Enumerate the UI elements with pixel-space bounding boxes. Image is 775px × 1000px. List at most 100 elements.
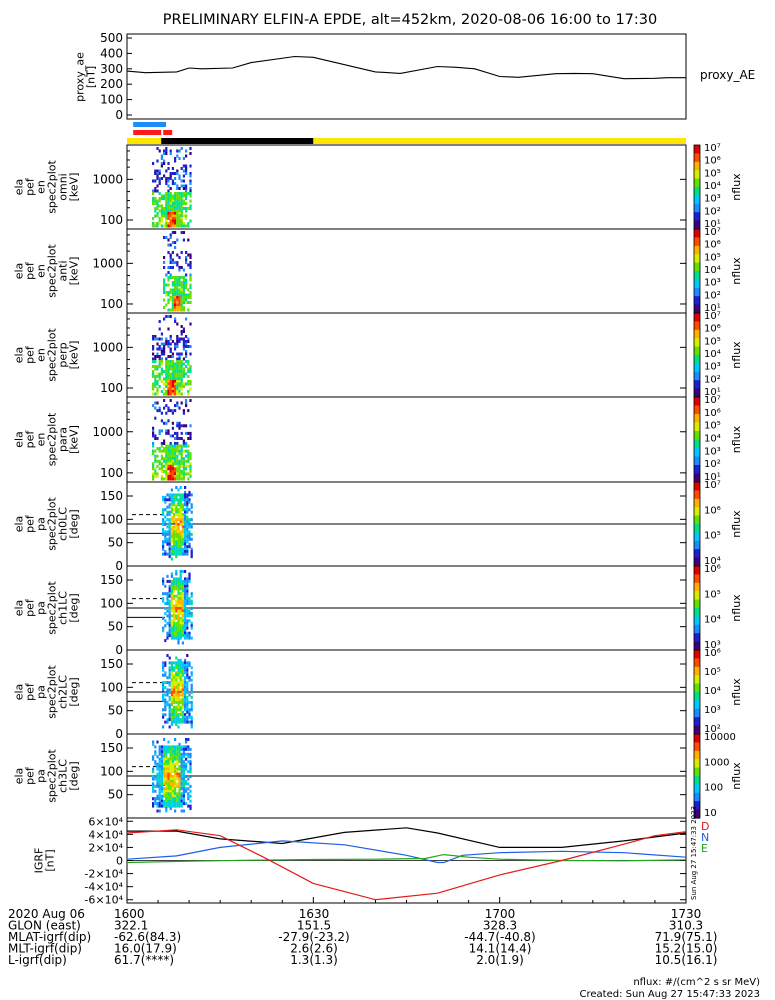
spectrogram-pixel xyxy=(163,392,166,396)
spectrogram-pixel xyxy=(174,792,177,796)
spectrogram-pixel xyxy=(168,535,171,539)
spectrogram-pixel xyxy=(180,447,183,451)
spectrogram-pixel xyxy=(175,624,178,628)
spectrogram-pixel xyxy=(180,757,183,761)
colorbar-title: nflux xyxy=(730,510,743,538)
igrf-legend-entry: D xyxy=(701,820,709,833)
spectrogram-pixel xyxy=(171,214,174,218)
spectrogram-pixel xyxy=(158,377,161,381)
spectrogram-pixel xyxy=(185,444,188,448)
colorbar-cell xyxy=(694,258,700,262)
colorbar-cell xyxy=(694,633,700,636)
spectrogram-pixel xyxy=(163,317,166,321)
spectrogram-pixel xyxy=(170,510,173,514)
spectrogram-pixel xyxy=(177,718,180,722)
spectrogram-pixel xyxy=(176,437,179,440)
spectrogram-pixel xyxy=(180,281,183,284)
spectrogram-pixel xyxy=(176,784,179,788)
colorbar-cell xyxy=(694,361,700,364)
spectrogram-pixel xyxy=(180,385,183,388)
spectrogram-pixel xyxy=(156,352,159,356)
spectrogram-pixel xyxy=(171,747,174,751)
spectrogram-pixel xyxy=(175,513,178,517)
spectrogram-pixel xyxy=(174,447,177,451)
spectrogram-pixel xyxy=(180,192,183,195)
spectrogram-pixel xyxy=(178,477,181,481)
spectrogram-pixel xyxy=(162,666,165,670)
spectrogram-pixel xyxy=(170,607,173,610)
spectrogram-pixel xyxy=(173,542,176,546)
spectrogram-pixel xyxy=(184,624,187,628)
spectrogram-pixel xyxy=(160,762,163,766)
spectrogram-pixel xyxy=(190,673,193,677)
spectrogram-pixel xyxy=(186,718,189,722)
spectrogram-pixel xyxy=(175,676,178,680)
spectrogram-pixel xyxy=(184,634,187,638)
spectrogram-pixel xyxy=(174,159,177,163)
spectrogram-pixel xyxy=(165,449,168,453)
spectrogram-pixel xyxy=(177,599,180,603)
spectrogram-pixel xyxy=(167,392,170,396)
colorbar-cell xyxy=(694,390,700,394)
colorbar-cell xyxy=(694,424,700,428)
spectrogram-pixel xyxy=(175,693,178,697)
spectrogram-pixel xyxy=(185,372,188,376)
spectrogram-pixel xyxy=(171,251,174,254)
spectrogram-pixel xyxy=(165,477,168,481)
spectrogram-pixel xyxy=(174,365,177,368)
y-tick-label: 1000 xyxy=(92,172,123,186)
colorbar-cell xyxy=(694,742,700,746)
spectrogram-pixel xyxy=(184,515,187,519)
spectrogram-pixel xyxy=(182,457,185,461)
spectrogram-pixel xyxy=(173,545,176,549)
spectrogram-pixel xyxy=(167,162,170,165)
spectrogram-pixel xyxy=(177,547,180,551)
spectrogram-pixel xyxy=(188,545,191,549)
spectrogram-pixel xyxy=(176,777,179,781)
spectrogram-pixel xyxy=(186,510,189,514)
spectrogram-pixel xyxy=(169,784,172,788)
spectrogram-pixel xyxy=(173,604,176,608)
spectrogram-pixel xyxy=(189,472,192,476)
spectrogram-pixel xyxy=(182,345,185,348)
spectrogram-pixel xyxy=(180,804,183,808)
spectrogram-pixel xyxy=(167,202,170,205)
spectrogram-pixel xyxy=(168,542,171,546)
spectrogram-pixel xyxy=(160,469,163,473)
spectrogram-pixel xyxy=(190,720,193,724)
spectrogram-pixel xyxy=(170,683,173,687)
spectrogram-pixel xyxy=(181,686,184,690)
spectrogram-pixel xyxy=(190,688,193,692)
spectrogram-pixel xyxy=(189,261,192,264)
colorbar-tick-label: 10⁴ xyxy=(704,434,721,445)
spectrogram-pixel xyxy=(168,688,171,692)
spectrogram-pixel xyxy=(167,452,170,456)
spectrogram-pixel xyxy=(180,167,183,170)
spectrogram-pixel xyxy=(162,542,165,546)
spectrogram-pixel xyxy=(186,537,189,541)
spectrogram-pixel xyxy=(171,794,174,798)
spectrogram-pixel xyxy=(180,469,183,473)
spectrogram-pixel xyxy=(168,624,171,628)
colorbar-cell xyxy=(694,727,700,731)
colorbar-cell xyxy=(694,397,700,400)
colorbar-cell xyxy=(694,736,700,739)
spectrogram-pixel xyxy=(167,192,170,195)
spectrogram-pixel xyxy=(156,777,159,781)
spectrogram-pixel xyxy=(176,308,179,312)
spectrogram-pixel xyxy=(189,431,192,435)
spectrogram-pixel xyxy=(160,794,163,798)
spectrogram-pixel xyxy=(167,745,170,749)
spectrogram-pixel xyxy=(179,683,182,687)
colorbar-cell xyxy=(694,765,700,769)
spectrogram-pixel xyxy=(184,705,187,709)
spectrogram-pixel xyxy=(156,222,159,225)
spectrogram-pixel xyxy=(174,392,177,396)
spectrogram-pixel xyxy=(152,217,155,220)
colorbar-tick-label: 10² xyxy=(704,724,721,735)
spectrogram-pixel xyxy=(176,762,179,766)
spectrogram-pixel xyxy=(171,755,174,759)
spectrogram-pixel xyxy=(184,545,187,549)
spectrogram-pixel xyxy=(175,508,178,512)
spectrogram-pixel xyxy=(176,459,179,463)
